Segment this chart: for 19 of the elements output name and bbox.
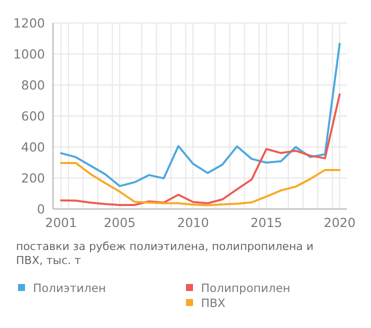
x-tick-label: 2010 bbox=[177, 215, 209, 230]
legend-label: Полиэтилен bbox=[33, 281, 106, 295]
x-tick-label: 2005 bbox=[104, 215, 136, 230]
legend-label: ПВХ bbox=[201, 296, 226, 310]
y-tick-label: 1000 bbox=[13, 46, 46, 62]
x-tick-label: 2020 bbox=[324, 215, 356, 230]
line-series bbox=[60, 42, 341, 188]
y-tick-label: 800 bbox=[21, 77, 46, 92]
x-tick-label: 2015 bbox=[250, 215, 282, 230]
x-tick-label: 2001 bbox=[45, 215, 77, 230]
y-tick-label: 200 bbox=[21, 170, 46, 186]
y-tick-label: 600 bbox=[21, 108, 46, 124]
y-tick-label: 1200 bbox=[13, 15, 46, 30]
y-tick-label: 0 bbox=[37, 201, 46, 216]
y-tick-label: 400 bbox=[21, 139, 46, 154]
line-series bbox=[60, 93, 341, 206]
line-series bbox=[60, 162, 341, 206]
text: поставки за рубеж полиэтилена, полипропилена и ПВХ, тыс. т bbox=[16, 240, 315, 268]
legend-label: Полипропилен bbox=[201, 281, 290, 295]
